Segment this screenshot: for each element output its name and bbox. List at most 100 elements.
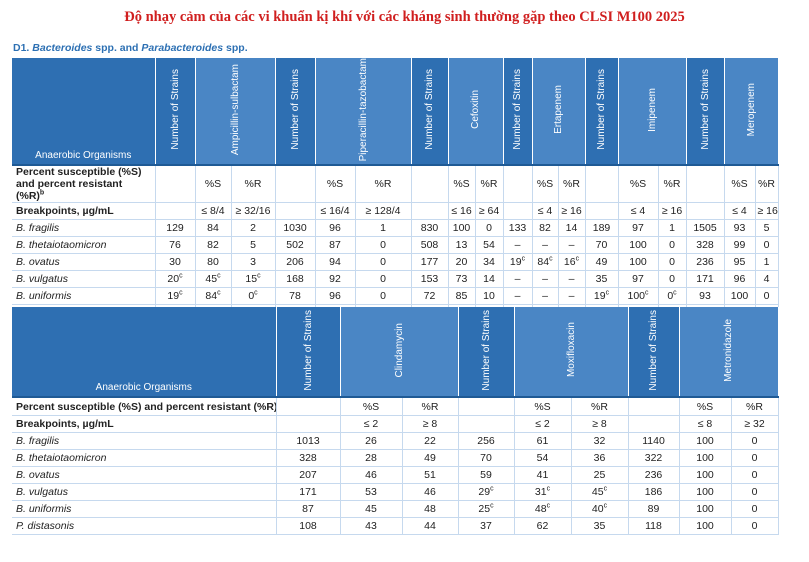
value-cell: 118 <box>628 517 680 535</box>
value: 1140 <box>642 435 665 447</box>
value: 0 <box>248 290 255 303</box>
value: 62 <box>536 520 549 532</box>
value-cell: 28 <box>340 449 403 467</box>
value-cell: 32 <box>571 432 629 450</box>
value: 1013 <box>296 435 320 447</box>
antibiotic-column-header: Cefoxitin <box>448 58 504 167</box>
breakpoint-cell: ≥ 32/16 <box>231 202 276 221</box>
value: 171 <box>696 273 714 286</box>
value: 0 <box>380 290 386 303</box>
column-header-label: Imipenem <box>646 87 658 132</box>
value: 87 <box>302 503 314 515</box>
value-cell: – <box>503 270 533 289</box>
value: 97 <box>632 273 644 286</box>
breakpoint-cell: ≤ 4 <box>532 202 559 221</box>
value: 502 <box>286 239 304 252</box>
value-cell: 100 <box>618 253 659 272</box>
value: 0 <box>380 273 386 286</box>
value: 508 <box>420 239 439 252</box>
value: 19 <box>167 290 180 303</box>
value: 0 <box>751 520 758 532</box>
value: 89 <box>647 503 660 515</box>
organism-name: P. distasonis <box>12 517 277 535</box>
value: 99 <box>733 239 746 252</box>
value: 100 <box>696 503 714 515</box>
value-cell: 0 <box>755 287 779 306</box>
value: 35 <box>595 273 608 286</box>
breakpoint-cell: ≤ 2 <box>340 415 403 433</box>
value-cell: 49 <box>585 253 619 272</box>
breakpoint-cell: ≥ 32 <box>731 415 779 433</box>
column-header-label: Number of Strains <box>289 69 301 150</box>
value-cell: 171 <box>276 483 341 501</box>
column-header-label: Cefoxitin <box>470 90 481 130</box>
percent-cell: %R <box>658 165 687 204</box>
value: 207 <box>299 469 317 481</box>
value-cell: 48 <box>402 500 459 518</box>
value-cell: 100 <box>618 236 659 255</box>
value-cell: 153 <box>411 270 449 289</box>
value-cell: 3 <box>231 253 276 272</box>
organism-row: B. uniformis 19c 84c 0c 78 96 0 72 85 10– – –19c 100… <box>12 287 779 306</box>
value: – <box>542 239 548 252</box>
percent-cell <box>155 165 196 204</box>
value-cell: 26 <box>340 432 403 450</box>
value-cell: 1505 <box>686 219 725 238</box>
value: 82 <box>539 222 551 235</box>
value: 22 <box>424 435 436 447</box>
value: 45 <box>591 486 604 498</box>
percent-cell <box>276 397 341 416</box>
value-cell: 14 <box>558 219 586 238</box>
footnote-marker: c <box>673 289 677 297</box>
page-title: Độ nhạy cảm của các vi khuẩn kị khí với … <box>124 9 685 25</box>
value-cell: 87 <box>315 236 356 255</box>
value-cell: 0 <box>658 236 687 255</box>
value: 28 <box>365 452 377 464</box>
value: 177 <box>420 256 439 269</box>
value-cell: 41 <box>514 466 572 484</box>
breakpoint-cell: ≥ 8 <box>571 415 629 433</box>
value-cell: 256 <box>458 432 515 450</box>
value-cell: 328 <box>686 236 725 255</box>
percent-label-text: Percent susceptible (%S) and percent res… <box>16 166 142 203</box>
percent-cell: %S <box>679 397 732 416</box>
value: – <box>514 239 521 252</box>
breakpoint-cell: ≤ 16 <box>448 202 476 221</box>
value-cell: 0 <box>731 466 779 484</box>
value: 100 <box>627 290 646 303</box>
column-header-label: Number of Strains <box>480 309 492 391</box>
value: 322 <box>644 452 663 464</box>
value: 0 <box>669 273 675 286</box>
header-row: Anaerobic Organisms Number of Strains Ampi… <box>12 58 779 167</box>
value: 84 <box>537 256 550 269</box>
value-cell: 1 <box>355 219 412 238</box>
value: 95 <box>733 256 746 269</box>
value-cell: 19c <box>503 253 533 272</box>
breakpoint-cell: ≤ 4 <box>724 202 756 221</box>
section-id: D1. <box>13 42 30 54</box>
footnote-marker: c <box>549 255 553 263</box>
value: 87 <box>329 239 341 252</box>
value-cell: 100 <box>724 287 756 306</box>
value: 186 <box>644 486 663 498</box>
organism-name: B. uniformis <box>12 500 277 518</box>
value: 328 <box>299 452 317 464</box>
value: 84 <box>207 222 219 235</box>
value-cell: 2 <box>231 219 276 238</box>
strains-column-header: Number of Strains <box>155 58 196 167</box>
value: 108 <box>299 520 317 532</box>
value-cell: 236 <box>686 253 725 272</box>
value-cell: 30 <box>155 253 196 272</box>
footnote-marker: c <box>521 255 526 263</box>
value-cell: 19c <box>155 287 196 306</box>
value: 10 <box>483 290 495 303</box>
value: 31 <box>534 486 547 498</box>
value-cell: 96 <box>724 270 756 289</box>
footnote-marker: b <box>39 189 45 197</box>
percent-cell: %R <box>475 165 504 204</box>
value: 93 <box>733 222 746 235</box>
organism-row: B. fragilis 1013 26 22 256 61 32 1140 100 0 <box>12 432 779 450</box>
breakpoint-cell: ≤ 8 <box>679 415 732 433</box>
breakpoint-cell <box>276 415 341 433</box>
value: 19 <box>509 256 522 269</box>
